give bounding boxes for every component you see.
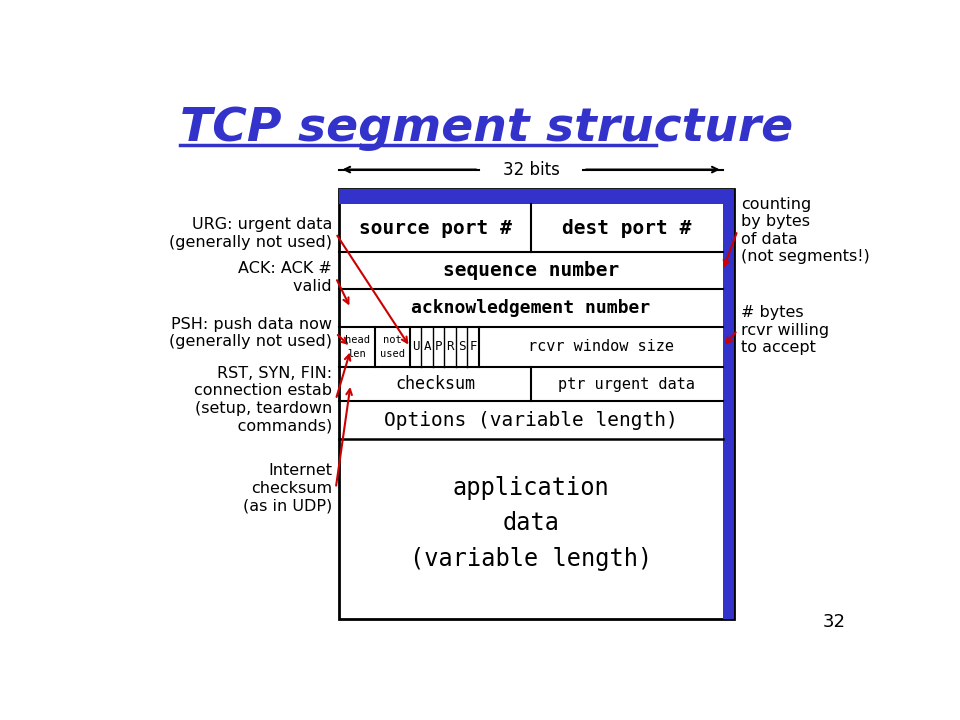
Bar: [723, 189, 733, 618]
Bar: [340, 189, 733, 204]
Text: ptr urgent data: ptr urgent data: [559, 377, 695, 392]
Text: not: not: [383, 336, 401, 346]
Text: PSH: push data now
(generally not used): PSH: push data now (generally not used): [169, 317, 332, 349]
Text: # bytes
rcvr willing
to accept: # bytes rcvr willing to accept: [741, 305, 829, 355]
Text: S: S: [458, 341, 466, 354]
Text: 32 bits: 32 bits: [503, 161, 560, 179]
Text: A: A: [423, 341, 431, 354]
Text: counting
by bytes
of data
(not segments!): counting by bytes of data (not segments!…: [741, 197, 870, 264]
Text: acknowledgement number: acknowledgement number: [412, 300, 651, 317]
Text: Options (variable length): Options (variable length): [384, 410, 678, 430]
Text: TCP segment structure: TCP segment structure: [180, 106, 793, 150]
Text: application
data
(variable length): application data (variable length): [410, 476, 652, 571]
Text: 32: 32: [823, 613, 846, 631]
Text: rcvr window size: rcvr window size: [528, 339, 674, 354]
Text: ACK: ACK #
        valid: ACK: ACK # valid: [238, 261, 332, 294]
Text: R: R: [446, 341, 454, 354]
Text: Internet
checksum
(as in UDP): Internet checksum (as in UDP): [243, 464, 332, 513]
Text: F: F: [469, 341, 477, 354]
Bar: [340, 189, 733, 618]
Text: checksum: checksum: [396, 375, 475, 393]
Text: U: U: [412, 341, 420, 354]
Text: len: len: [348, 348, 367, 359]
Text: URG: urgent data
(generally not used): URG: urgent data (generally not used): [169, 217, 332, 250]
Text: source port #: source port #: [359, 219, 512, 238]
Text: used: used: [380, 348, 405, 359]
Text: RST, SYN, FIN:
connection estab
(setup, teardown
     commands): RST, SYN, FIN: connection estab (setup, …: [194, 366, 332, 433]
Text: sequence number: sequence number: [443, 261, 619, 280]
Text: dest port #: dest port #: [563, 219, 691, 238]
Text: P: P: [435, 341, 443, 354]
Text: head: head: [345, 336, 370, 346]
